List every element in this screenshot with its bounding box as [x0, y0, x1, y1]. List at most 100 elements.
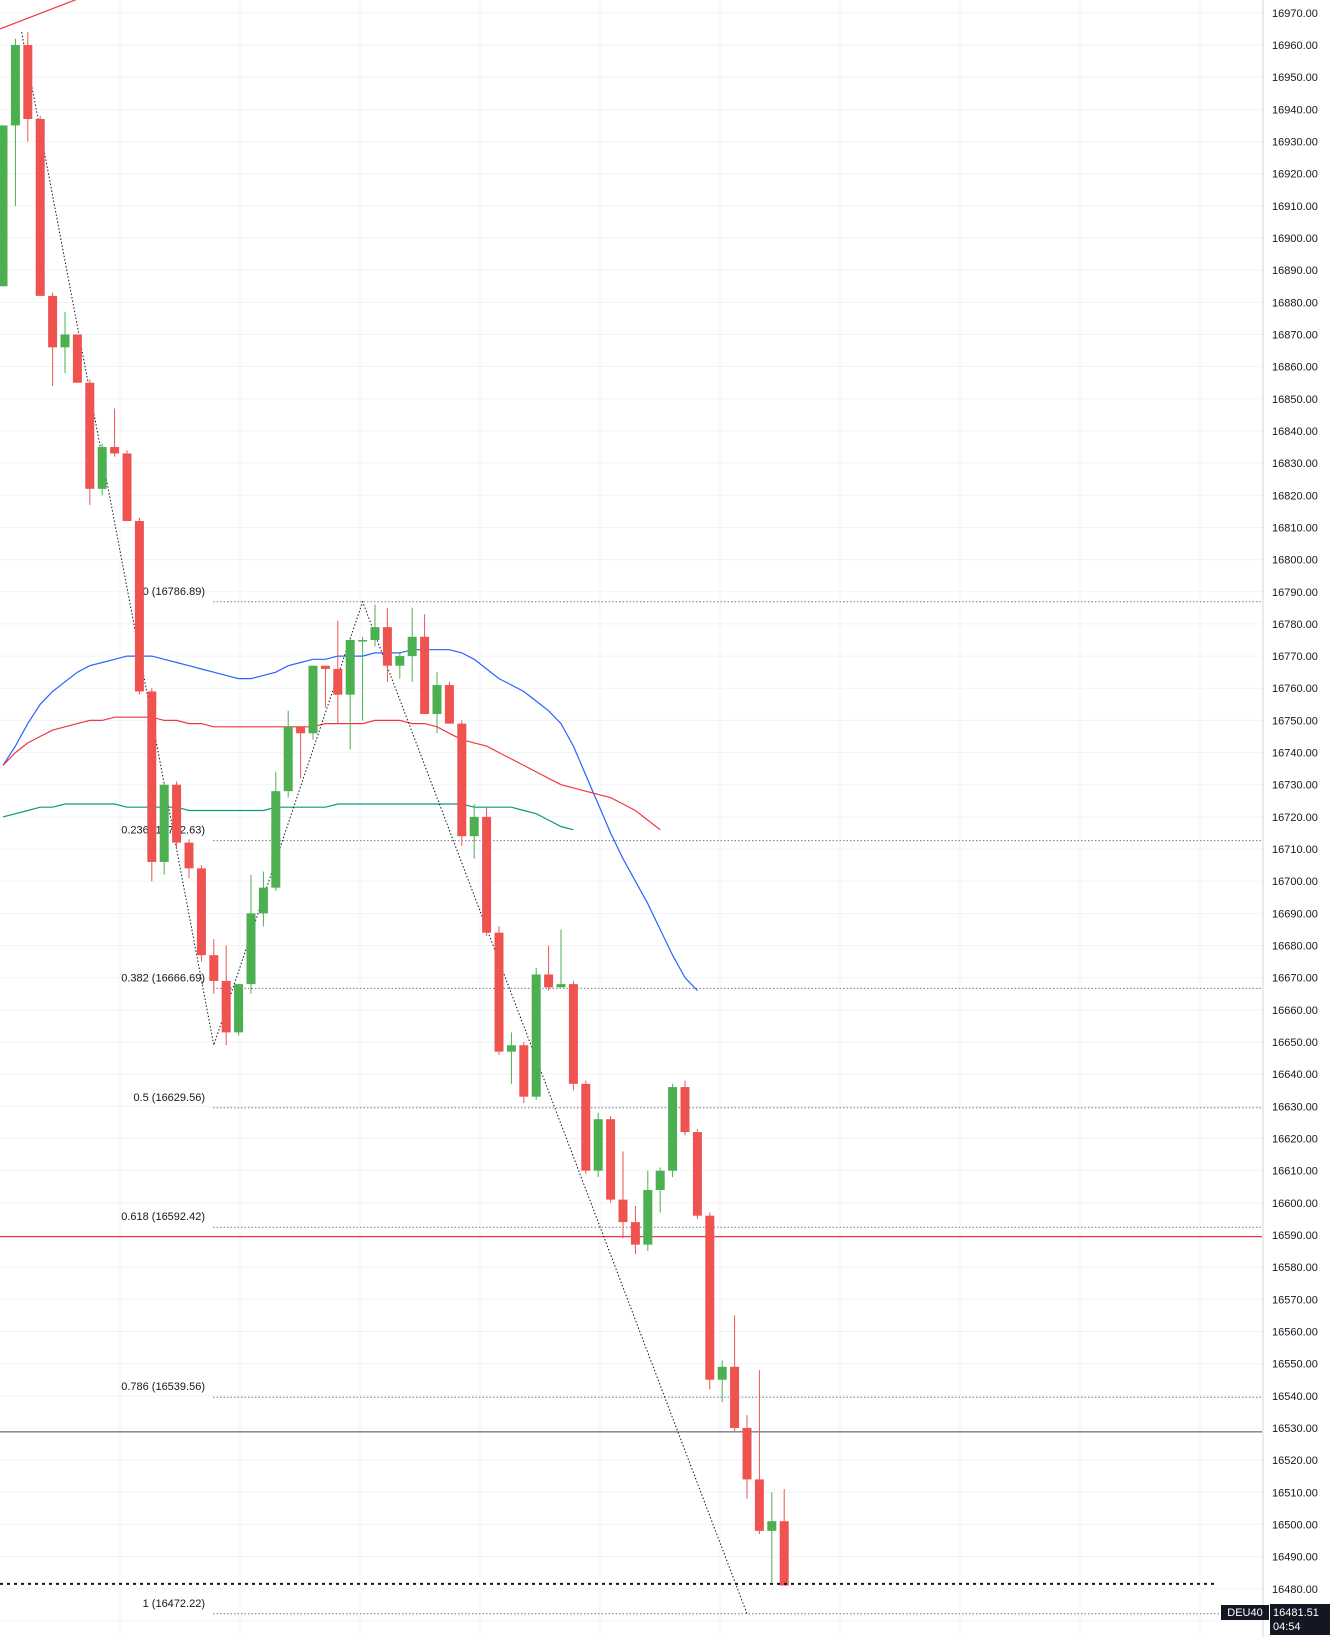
candle-body: [519, 1045, 529, 1097]
y-tick-label: 16530.00: [1272, 1423, 1318, 1435]
y-tick-label: 16580.00: [1272, 1262, 1318, 1274]
candle: [767, 1492, 777, 1583]
candle-body: [717, 1366, 727, 1380]
y-tick-label: 16880.00: [1272, 297, 1318, 309]
candle: [494, 926, 504, 1055]
candle: [593, 1112, 603, 1178]
y-tick-label: 16940.00: [1272, 104, 1318, 116]
candle-body: [606, 1119, 616, 1200]
candle: [432, 672, 442, 734]
candle-body: [568, 984, 578, 1084]
y-tick-label: 16970.00: [1272, 8, 1318, 20]
y-tick-label: 16620.00: [1272, 1134, 1318, 1146]
last-price: 16481.51: [1273, 1607, 1319, 1619]
candle: [469, 804, 479, 859]
y-tick-label: 16710.00: [1272, 844, 1318, 856]
horizontal-levels: [0, 1235, 1262, 1433]
candle: [506, 1032, 516, 1084]
candle-body: [370, 627, 380, 641]
y-tick-label: 16750.00: [1272, 715, 1318, 727]
candle: [668, 1083, 678, 1178]
y-tick-label: 16540.00: [1272, 1391, 1318, 1403]
candle-body: [531, 974, 541, 1097]
candle: [581, 1080, 591, 1174]
candle-body: [258, 887, 268, 914]
candle-body: [581, 1083, 591, 1171]
candle: [122, 450, 132, 522]
candle: [258, 871, 268, 927]
candle: [407, 607, 417, 682]
candle-body: [72, 334, 82, 383]
candle-body: [221, 980, 231, 1033]
candle-body: [544, 974, 554, 988]
y-tick-label: 16800.00: [1272, 555, 1318, 567]
symbol-tag-bg: [1221, 1605, 1269, 1620]
candle: [48, 292, 58, 386]
y-tick-label: 16770.00: [1272, 651, 1318, 663]
candle: [444, 681, 454, 724]
candle-body: [444, 685, 454, 724]
candle-body: [320, 665, 330, 669]
candle-body: [296, 726, 306, 734]
candle-body: [494, 932, 504, 1052]
countdown: 04:54: [1273, 1621, 1301, 1633]
candle-body: [457, 723, 467, 837]
price-axis[interactable]: 16970.00 16960.00 16950.00 16940.00 16930.00…: [1262, 0, 1330, 1637]
y-tick-label: 16740.00: [1272, 748, 1318, 760]
y-tick-label: 16690.00: [1272, 908, 1318, 920]
y-tick-label: 16820.00: [1272, 490, 1318, 502]
symbol-tag: DEU40: [1227, 1607, 1262, 1619]
candle: [544, 945, 554, 991]
candle: [482, 807, 492, 936]
y-tick-label: 16650.00: [1272, 1037, 1318, 1049]
candle: [655, 1167, 665, 1213]
candle: [0, 125, 8, 287]
y-tick-label: 16760.00: [1272, 683, 1318, 695]
candle-body: [209, 955, 219, 981]
y-tick-label: 16480.00: [1272, 1584, 1318, 1596]
y-tick-label: 16900.00: [1272, 233, 1318, 245]
candle-body: [395, 656, 405, 666]
candle-body: [643, 1189, 653, 1245]
candle: [754, 1370, 764, 1535]
y-tick-label: 16730.00: [1272, 780, 1318, 792]
candle: [60, 311, 70, 374]
y-tick-label: 16670.00: [1272, 973, 1318, 985]
candle-body: [668, 1087, 678, 1171]
candle-body: [134, 521, 144, 692]
candle: [246, 874, 256, 994]
candle-body: [308, 665, 318, 734]
candle-body: [10, 45, 20, 126]
candle-body: [506, 1045, 516, 1052]
candle-body: [23, 45, 33, 119]
candle: [395, 652, 405, 679]
y-tick-label: 16500.00: [1272, 1519, 1318, 1531]
candle: [643, 1170, 653, 1252]
candle-body: [630, 1222, 640, 1245]
candle-body: [779, 1521, 789, 1586]
candle-body: [345, 640, 355, 695]
candle-body: [705, 1215, 715, 1380]
candle: [134, 517, 144, 695]
candle-body: [730, 1366, 740, 1428]
candle-body: [754, 1479, 764, 1531]
y-tick-label: 16610.00: [1272, 1166, 1318, 1178]
zigzag-polyline: [21, 32, 748, 1614]
candle: [85, 379, 95, 505]
candle-body: [122, 453, 132, 522]
y-tick-label: 16830.00: [1272, 458, 1318, 470]
y-tick-label: 16850.00: [1272, 394, 1318, 406]
candle: [283, 710, 293, 798]
y-tick-label: 16490.00: [1272, 1552, 1318, 1564]
y-tick-label: 16520.00: [1272, 1455, 1318, 1467]
candle: [221, 945, 231, 1046]
candle: [630, 1206, 640, 1255]
y-tick-label: 16680.00: [1272, 941, 1318, 953]
y-tick-label: 16910.00: [1272, 201, 1318, 213]
candle-body: [110, 447, 120, 454]
candle: [35, 115, 45, 296]
last-price-tag: DEU40 16481.51 04:54: [1221, 1604, 1330, 1635]
candle-body: [469, 816, 479, 837]
